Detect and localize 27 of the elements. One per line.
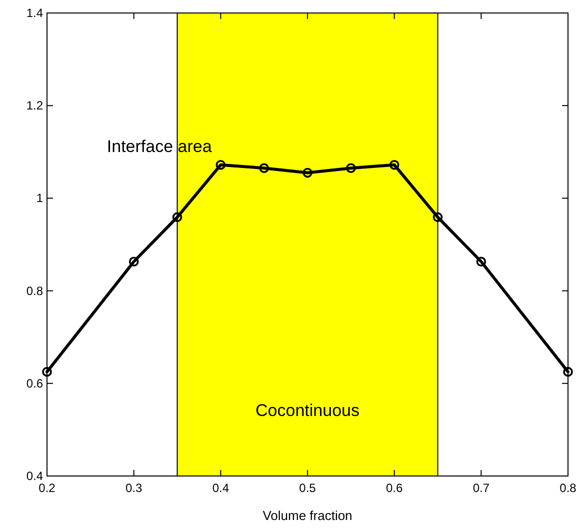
point (216, 160, 226, 170)
point (172, 212, 182, 222)
point (346, 163, 356, 174)
x-tick-label: 0.2 (38, 481, 56, 495)
point (389, 160, 400, 170)
annotation: Interface area (106, 136, 212, 156)
point (476, 256, 486, 267)
point (432, 212, 443, 222)
x-tick-label: 0.7 (472, 481, 490, 495)
y-tick-label: 0.4 (26, 469, 44, 483)
point (128, 256, 139, 267)
y-tick-label: 1 (36, 191, 44, 206)
y-tick-label: 0.8 (26, 284, 44, 298)
y-tick-label: 1.4 (26, 6, 44, 20)
x-axis-title: Volume fraction (262, 508, 352, 523)
band-label: Cocontinuous (256, 400, 360, 420)
x-tick-label: 0.8 (560, 481, 577, 495)
point (302, 168, 312, 178)
y-tick-label: 0.6 (26, 376, 44, 390)
point (259, 163, 269, 174)
x-tick-label: 0.6 (386, 481, 403, 495)
point (563, 366, 573, 377)
y-tick-label: 1.2 (26, 98, 44, 113)
x-tick-label: 0.5 (299, 481, 316, 495)
x-tick-label: 0.3 (125, 481, 142, 495)
x-tick-label: 0.4 (212, 481, 230, 495)
point (42, 366, 52, 377)
